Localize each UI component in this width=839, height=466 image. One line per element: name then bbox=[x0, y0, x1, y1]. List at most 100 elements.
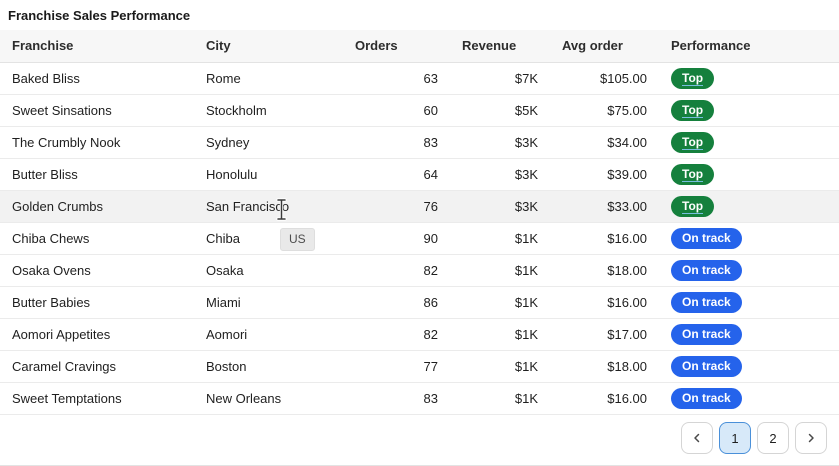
performance-cell: Top bbox=[659, 190, 839, 223]
performance-cell: On track bbox=[659, 350, 839, 383]
performance-badge[interactable]: On track bbox=[671, 355, 742, 377]
column-header-franchise: Franchise bbox=[0, 30, 194, 63]
franchise-cell: Butter Bliss bbox=[0, 158, 194, 191]
avg-order-cell: $16.00 bbox=[550, 286, 659, 319]
performance-badge-label: Top bbox=[682, 102, 704, 118]
table-row[interactable]: The Crumbly Nook Sydney 83 $3K $34.00 Top bbox=[0, 126, 839, 159]
table-header-row: Franchise City Orders Revenue Avg order … bbox=[0, 30, 839, 63]
orders-cell: 63 bbox=[343, 62, 450, 95]
avg-order-cell: $39.00 bbox=[550, 158, 659, 191]
orders-cell: 90 bbox=[343, 222, 450, 255]
franchise-cell: Baked Bliss bbox=[0, 62, 194, 95]
revenue-cell: $3K bbox=[450, 190, 550, 223]
performance-badge-label: On track bbox=[682, 390, 731, 405]
next-page-button[interactable] bbox=[795, 422, 827, 454]
performance-cell: Top bbox=[659, 62, 839, 95]
orders-cell: 60 bbox=[343, 94, 450, 127]
performance-badge-label: Top bbox=[682, 198, 704, 214]
orders-cell: 76 bbox=[343, 190, 450, 223]
performance-badge[interactable]: On track bbox=[671, 291, 742, 313]
revenue-cell: $1K bbox=[450, 350, 550, 383]
page-number-button-1[interactable]: 1 bbox=[719, 422, 751, 454]
orders-cell: 82 bbox=[343, 254, 450, 287]
performance-badge-label: Top bbox=[682, 166, 704, 182]
avg-order-cell: $105.00 bbox=[550, 62, 659, 95]
performance-badge[interactable]: On track bbox=[671, 387, 742, 409]
revenue-cell: $3K bbox=[450, 158, 550, 191]
chevron-left-icon bbox=[691, 432, 703, 444]
table-row[interactable]: Osaka Ovens Osaka 82 $1K $18.00 On track bbox=[0, 254, 839, 287]
performance-badge-label: On track bbox=[682, 262, 731, 277]
performance-badge[interactable]: Top bbox=[671, 163, 715, 185]
table-row[interactable]: Butter Bliss Honolulu 64 $3K $39.00 Top bbox=[0, 158, 839, 191]
table-row[interactable]: Golden Crumbs San Francisco 76 $3K $33.00 Top bbox=[0, 190, 839, 223]
franchise-cell: Golden Crumbs bbox=[0, 190, 194, 223]
city-cell: New Orleans bbox=[194, 382, 343, 415]
revenue-cell: $5K bbox=[450, 94, 550, 127]
revenue-cell: $3K bbox=[450, 126, 550, 159]
column-header-revenue: Revenue bbox=[450, 30, 550, 63]
chevron-right-icon bbox=[805, 432, 817, 444]
performance-badge[interactable]: On track bbox=[671, 227, 742, 249]
page-number-button-2[interactable]: 2 bbox=[757, 422, 789, 454]
performance-badge-label: On track bbox=[682, 230, 731, 245]
franchise-cell: The Crumbly Nook bbox=[0, 126, 194, 159]
city-cell: San Francisco bbox=[194, 190, 343, 223]
performance-badge-label: Top bbox=[682, 134, 704, 150]
page-title: Franchise Sales Performance bbox=[8, 8, 191, 23]
table-row[interactable]: Aomori Appetites Aomori 82 $1K $17.00 On trac… bbox=[0, 318, 839, 351]
orders-cell: 86 bbox=[343, 286, 450, 319]
performance-badge[interactable]: On track bbox=[671, 323, 742, 345]
performance-cell: On track bbox=[659, 382, 839, 415]
column-header-avg-order: Avg order bbox=[550, 30, 659, 63]
city-cell: Stockholm bbox=[194, 94, 343, 127]
column-header-city: City bbox=[194, 30, 343, 63]
performance-badge[interactable]: Top bbox=[671, 67, 715, 89]
revenue-cell: $1K bbox=[450, 382, 550, 415]
table-row[interactable]: Baked Bliss Rome 63 $7K $105.00 Top bbox=[0, 62, 839, 95]
performance-cell: Top bbox=[659, 126, 839, 159]
revenue-cell: $1K bbox=[450, 286, 550, 319]
performance-badge-label: On track bbox=[682, 326, 731, 341]
performance-cell: On track bbox=[659, 222, 839, 255]
table-row[interactable]: Caramel Cravings Boston 77 $1K $18.00 On trac… bbox=[0, 350, 839, 383]
revenue-cell: $7K bbox=[450, 62, 550, 95]
performance-badge[interactable]: Top bbox=[671, 131, 715, 153]
performance-badge-label: Top bbox=[682, 70, 704, 86]
performance-cell: On track bbox=[659, 254, 839, 287]
table-row[interactable]: Sweet Sinsations Stockholm 60 $5K $75.00 Top bbox=[0, 94, 839, 127]
franchise-cell: Sweet Temptations bbox=[0, 382, 194, 415]
city-cell: Sydney bbox=[194, 126, 343, 159]
performance-badge[interactable]: Top bbox=[671, 99, 715, 121]
avg-order-cell: $17.00 bbox=[550, 318, 659, 351]
table-row[interactable]: Sweet Temptations New Orleans 83 $1K $16.00 O… bbox=[0, 382, 839, 415]
performance-badge[interactable]: On track bbox=[671, 259, 742, 281]
avg-order-cell: $75.00 bbox=[550, 94, 659, 127]
franchise-cell: Sweet Sinsations bbox=[0, 94, 194, 127]
franchise-cell: Aomori Appetites bbox=[0, 318, 194, 351]
performance-cell: On track bbox=[659, 286, 839, 319]
performance-badge[interactable]: Top bbox=[671, 195, 715, 217]
performance-badge-label: On track bbox=[682, 294, 731, 309]
city-cell: Boston bbox=[194, 350, 343, 383]
franchise-cell: Chiba Chews bbox=[0, 222, 194, 255]
city-cell: Honolulu bbox=[194, 158, 343, 191]
orders-cell: 82 bbox=[343, 318, 450, 351]
performance-cell: On track bbox=[659, 318, 839, 351]
orders-cell: 83 bbox=[343, 126, 450, 159]
franchise-cell: Butter Babies bbox=[0, 286, 194, 319]
city-cell: Osaka bbox=[194, 254, 343, 287]
revenue-cell: $1K bbox=[450, 254, 550, 287]
table-row[interactable]: Butter Babies Miami 86 $1K $16.00 On track bbox=[0, 286, 839, 319]
orders-cell: 64 bbox=[343, 158, 450, 191]
prev-page-button[interactable] bbox=[681, 422, 713, 454]
avg-order-cell: $18.00 bbox=[550, 254, 659, 287]
avg-order-cell: $16.00 bbox=[550, 382, 659, 415]
city-cell: Chiba bbox=[194, 222, 343, 255]
table-row[interactable]: Chiba Chews Chiba 90 $1K $16.00 On track bbox=[0, 222, 839, 255]
franchise-table: Franchise City Orders Revenue Avg order … bbox=[0, 30, 839, 415]
avg-order-cell: $33.00 bbox=[550, 190, 659, 223]
performance-cell: Top bbox=[659, 94, 839, 127]
tooltip: US bbox=[280, 228, 315, 251]
